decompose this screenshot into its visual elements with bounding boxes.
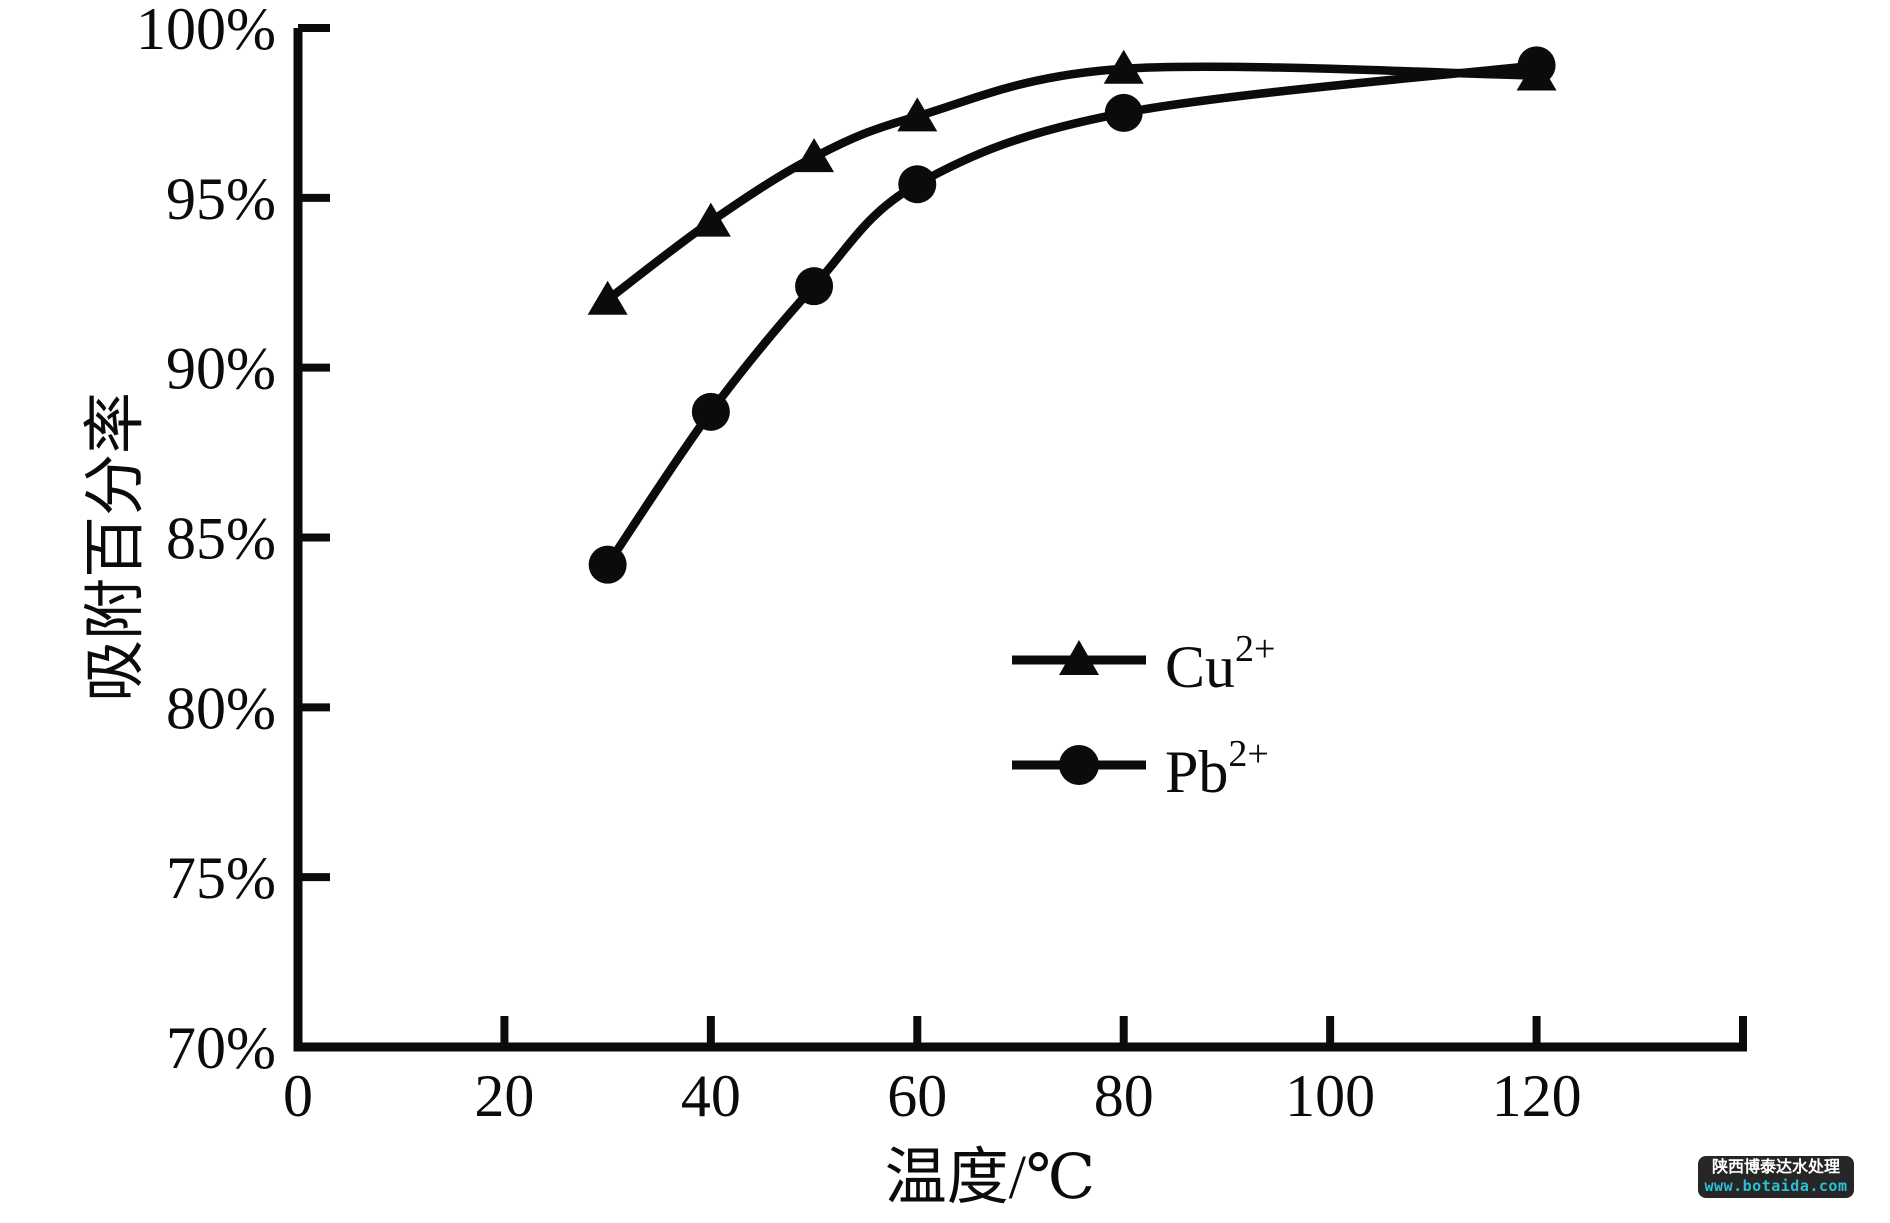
data-curves — [603, 61, 1541, 569]
y-tick-label: 75% — [166, 845, 276, 911]
x-tick-label: 80 — [1094, 1063, 1154, 1129]
axes-lines — [293, 28, 1747, 1052]
y-axis-title: 吸附百分率 — [82, 392, 150, 702]
y-axis-tick-labels: 70% 75% 80% 85% 90% 95% 100% — [136, 0, 276, 1081]
triangle-marker-icon — [1059, 640, 1099, 675]
circle-marker-icon — [1059, 745, 1099, 785]
series-line-cu2+ — [603, 62, 1541, 304]
legend-item-cu: Cu2+ — [1012, 628, 1275, 700]
x-tick-label: 0 — [283, 1063, 313, 1129]
circle-marker-icon — [1104, 93, 1143, 132]
x-axis-ticks — [500, 1016, 1747, 1047]
x-tick-label: 40 — [681, 1063, 741, 1129]
y-tick-label: 90% — [166, 336, 276, 402]
watermark-badge: 陕西博泰达水处理 www.botaida.com — [1698, 1156, 1854, 1198]
legend: Cu2+ Pb2+ — [1012, 628, 1275, 805]
watermark-company-text: 陕西博泰达水处理 — [1711, 1159, 1840, 1177]
circle-marker-icon — [691, 392, 730, 431]
triangle-marker-icon — [897, 97, 938, 132]
y-axis-ticks — [298, 24, 330, 882]
circle-marker-icon — [898, 165, 937, 204]
legend-item-pb: Pb2+ — [1012, 733, 1269, 805]
x-tick-label: 100 — [1285, 1063, 1375, 1129]
y-tick-label: 95% — [166, 166, 276, 232]
triangle-marker-icon — [1103, 49, 1144, 84]
watermark-url-text: www.botaida.com — [1704, 1176, 1848, 1195]
circle-marker-icon — [795, 267, 834, 306]
y-tick-label: 70% — [166, 1015, 276, 1081]
x-tick-label: 20 — [474, 1063, 534, 1129]
circle-marker-icon — [1517, 46, 1556, 85]
triangle-marker-icon — [794, 138, 835, 173]
y-tick-label: 85% — [166, 506, 276, 572]
x-tick-label: 60 — [887, 1063, 947, 1129]
legend-label-cu: Cu2+ — [1165, 628, 1275, 700]
data-markers — [587, 46, 1557, 584]
x-tick-label: 120 — [1492, 1063, 1582, 1129]
series-line-pb2+ — [603, 61, 1541, 569]
triangle-marker-icon — [690, 202, 731, 237]
circle-marker-icon — [588, 545, 627, 584]
y-tick-label: 80% — [166, 675, 276, 741]
x-axis-tick-labels: 0 20 40 60 80 100 120 — [283, 1063, 1582, 1129]
y-tick-label: 100% — [136, 0, 276, 62]
x-axis-title: 温度/℃ — [885, 1144, 1096, 1212]
triangle-marker-icon — [587, 280, 628, 315]
legend-label-pb: Pb2+ — [1165, 733, 1269, 805]
